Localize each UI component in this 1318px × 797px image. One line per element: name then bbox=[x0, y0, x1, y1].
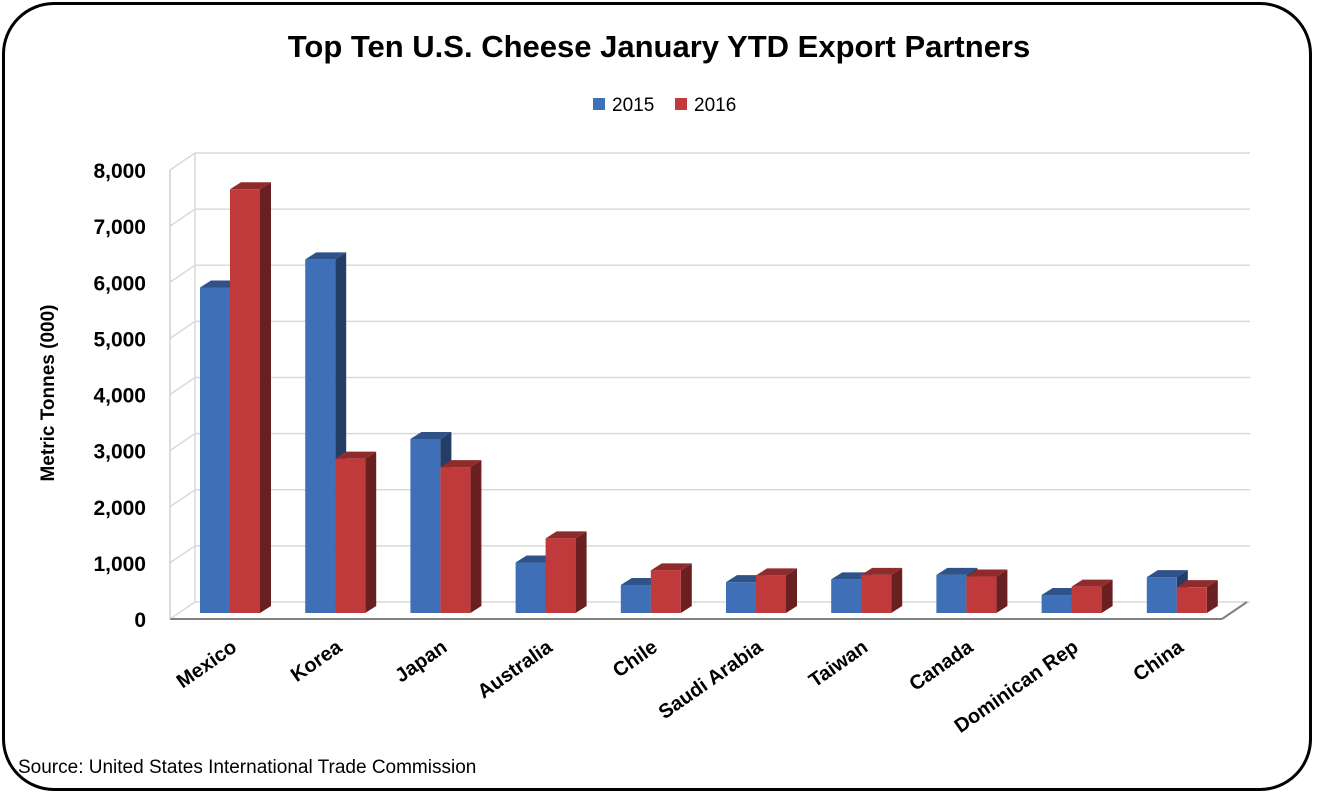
bar-2016-mexico bbox=[230, 189, 260, 613]
x-category-label: Japan bbox=[391, 636, 451, 687]
x-category-label: Saudi Arabia bbox=[655, 636, 768, 724]
bar-2015-taiwan bbox=[831, 579, 862, 613]
gridline-side bbox=[169, 601, 196, 620]
gridline-side bbox=[169, 152, 196, 171]
bar-2015-saudi-arabia bbox=[726, 582, 756, 613]
legend-swatch-2016 bbox=[675, 98, 687, 110]
bar-2015-japan bbox=[410, 439, 441, 613]
y-tick-labels: 0 1,000 2,000 3,000 4,000 5,000 6,000 7,000 8,00… bbox=[93, 160, 146, 632]
bar-2016-korea bbox=[335, 458, 366, 613]
bar-2016-china-top bbox=[1176, 580, 1218, 588]
bar-2016-dominican-rep bbox=[1071, 586, 1102, 613]
floor-edge bbox=[1221, 601, 1248, 620]
x-category-label: Australia bbox=[474, 636, 557, 704]
x-category-label: Mexico bbox=[173, 636, 241, 693]
legend-swatch-2015 bbox=[593, 98, 605, 110]
bar-2016-saudi-arabia bbox=[756, 575, 786, 613]
gridline-side bbox=[169, 376, 196, 396]
legend-label-2016: 2016 bbox=[694, 95, 736, 116]
y-tick-label: 7,000 bbox=[93, 216, 146, 239]
bar-2015-canada bbox=[936, 574, 967, 613]
bar-2016-japan bbox=[440, 467, 471, 613]
x-category-label: Korea bbox=[287, 636, 347, 687]
bar-2015-china-top bbox=[1146, 570, 1188, 578]
bar-2016-taiwan-side bbox=[891, 567, 903, 613]
bar-2016-chile bbox=[650, 570, 681, 613]
bar-2015-australia bbox=[515, 562, 546, 613]
bar-2015-japan-top bbox=[410, 432, 452, 440]
bar-2016-taiwan-top bbox=[861, 567, 903, 575]
bar-2015-chile bbox=[620, 584, 651, 613]
y-tick-label: 0 bbox=[134, 609, 146, 632]
x-category-label: Taiwan bbox=[805, 636, 872, 692]
bar-2015-mexico bbox=[200, 287, 230, 613]
y-tick-label: 8,000 bbox=[93, 160, 146, 183]
bar-2015-canada-top bbox=[936, 567, 978, 575]
bar-2015-china bbox=[1146, 577, 1177, 613]
y-tick-label: 3,000 bbox=[93, 441, 146, 464]
bar-2015-korea bbox=[305, 259, 336, 613]
bar-2016-korea-top bbox=[335, 451, 377, 459]
chart-title: Top Ten U.S. Cheese January YTD Export P… bbox=[288, 29, 1031, 64]
y-tick-label: 6,000 bbox=[93, 272, 146, 295]
y-tick-label: 1,000 bbox=[93, 553, 146, 576]
bar-2016-australia-top bbox=[545, 531, 587, 539]
bar-2016-saudi-arabia-top bbox=[756, 568, 797, 576]
bars bbox=[200, 182, 1218, 613]
bar-2016-canada bbox=[966, 576, 997, 613]
legend-label-2015: 2015 bbox=[612, 95, 654, 116]
gridline-side bbox=[169, 208, 196, 227]
gridline-side bbox=[169, 433, 196, 452]
bar-2016-china bbox=[1176, 587, 1207, 613]
bar-2016-canada-top bbox=[966, 569, 1008, 577]
x-category-label: Chile bbox=[609, 636, 662, 682]
bar-2016-taiwan bbox=[861, 574, 892, 613]
bar-2016-dominican-rep-side bbox=[1101, 579, 1113, 613]
y-tick-label: 2,000 bbox=[93, 497, 146, 520]
bar-2016-saudi-arabia-side bbox=[786, 568, 797, 613]
axes bbox=[169, 170, 1248, 620]
bar-2015-korea-top bbox=[305, 252, 347, 260]
gridline-side bbox=[169, 489, 196, 508]
bar-2016-dominican-rep-top bbox=[1071, 579, 1113, 587]
bar-2016-australia-side bbox=[575, 531, 587, 613]
bar-2016-japan-top bbox=[440, 460, 482, 468]
bar-2016-mexico-top bbox=[230, 182, 271, 190]
x-category-label: Canada bbox=[905, 636, 978, 696]
legend: 2015 2016 bbox=[593, 95, 736, 116]
bar-2016-chile-top bbox=[650, 563, 692, 571]
gridline-side bbox=[169, 264, 196, 283]
bar-2015-dominican-rep bbox=[1041, 595, 1072, 613]
bar-2016-korea-side bbox=[365, 451, 377, 613]
bar-2016-japan-side bbox=[470, 460, 482, 613]
bar-2016-canada-side bbox=[996, 569, 1008, 613]
bar-2016-mexico-side bbox=[260, 182, 271, 613]
y-tick-label: 5,000 bbox=[93, 328, 146, 351]
gridline-side bbox=[169, 545, 196, 564]
y-tick-label: 4,000 bbox=[93, 385, 146, 408]
source-note: Source: United States International Trad… bbox=[18, 757, 476, 778]
bar-2016-australia bbox=[545, 538, 576, 613]
y-axis-label: Metric Tonnes (000) bbox=[38, 304, 59, 481]
bar-2016-chile-side bbox=[680, 563, 692, 613]
x-category-label: China bbox=[1130, 636, 1189, 686]
gridline-side bbox=[169, 320, 196, 339]
bar-2016-china-side bbox=[1206, 580, 1218, 613]
